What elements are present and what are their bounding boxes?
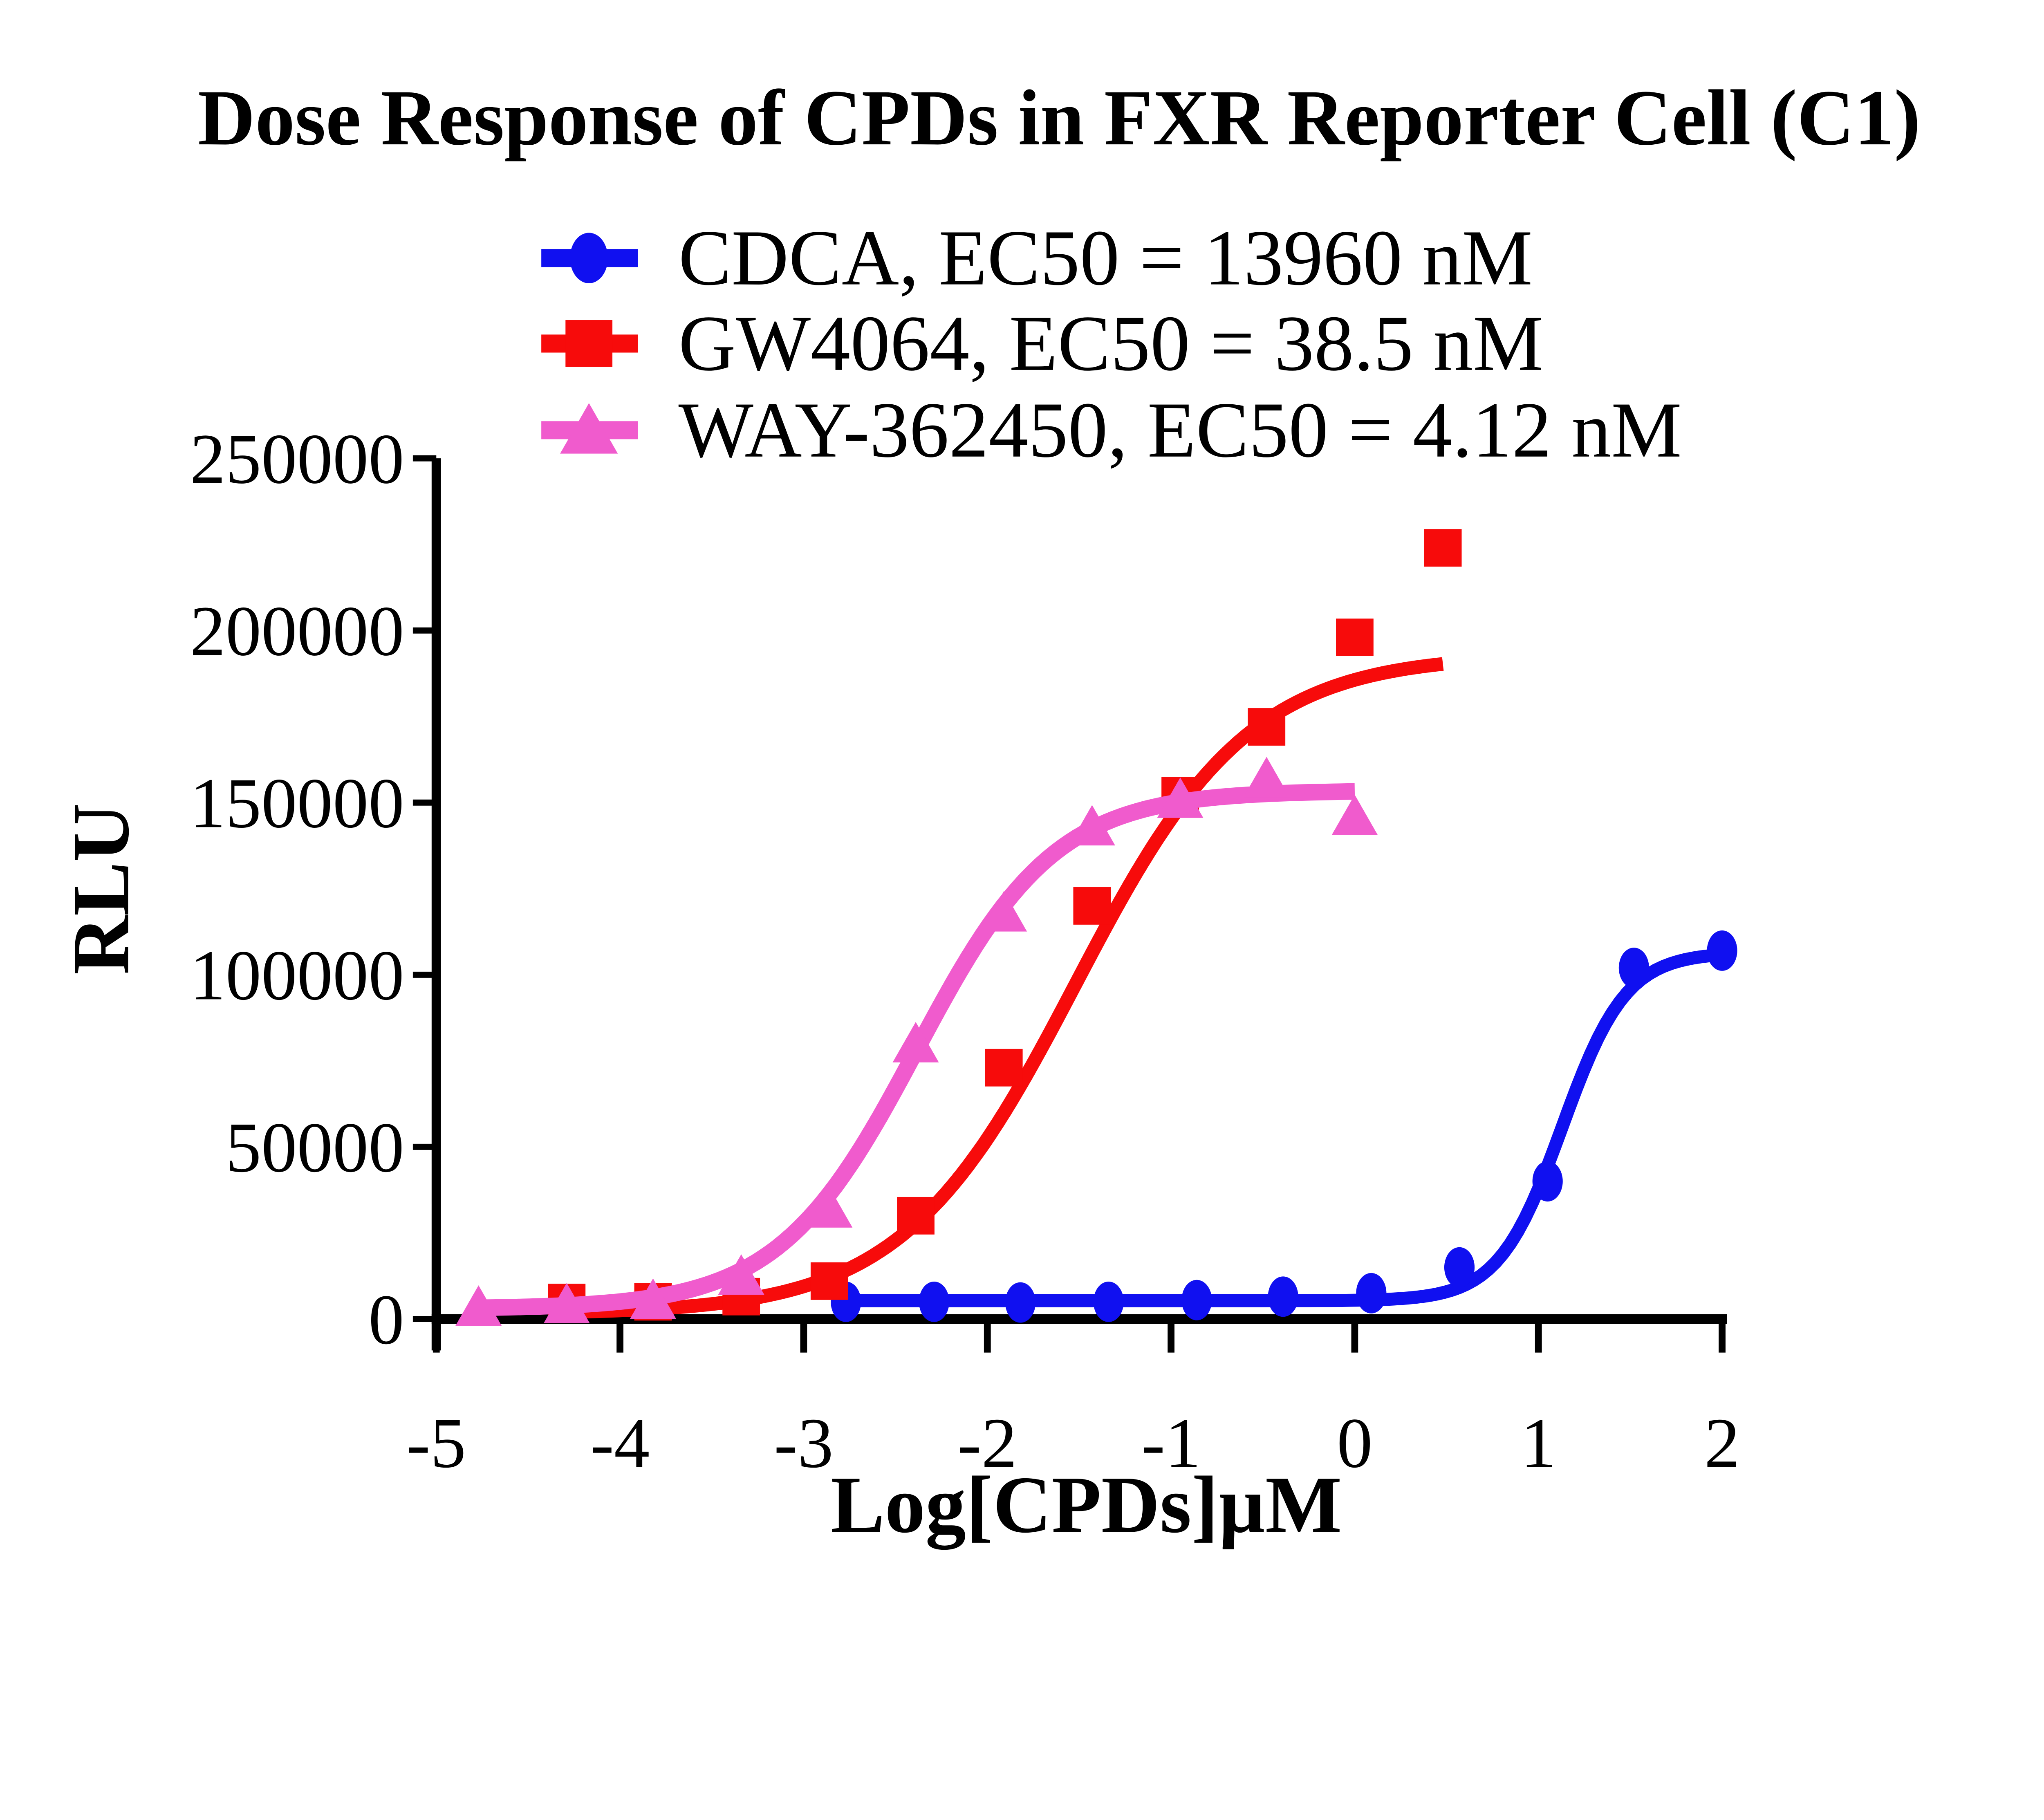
x-tick-label: -1 — [1141, 1403, 1201, 1482]
x-tick-label: 2 — [1704, 1403, 1740, 1482]
way-362450-data-point — [892, 1022, 939, 1062]
chart-canvas: Dose Response of CPDs in FXR Reporter Ce… — [56, 74, 1921, 1550]
legend-label-gw4064: GW4064, EC50 = 38.5 nM — [679, 300, 1544, 388]
gw4064-data-point — [897, 1197, 935, 1235]
chart-title: Dose Response of CPDs in FXR Reporter Ce… — [198, 74, 1921, 162]
legend-label-cdca: CDCA, EC50 = 13960 nM — [679, 214, 1533, 302]
y-axis-label: RLU — [56, 803, 146, 975]
gw4064-data-point — [1336, 619, 1374, 656]
gw4064-data-point — [1248, 708, 1286, 746]
legend-label-way362450: WAY-362450, EC50 = 4.12 nM — [679, 386, 1682, 474]
way-362450-data-point — [455, 1285, 502, 1326]
gw4064-data-point — [1424, 529, 1462, 567]
way-362450-data-point — [1331, 794, 1378, 835]
cdca-data-point — [1356, 1273, 1387, 1313]
gw4064-legend-marker-icon — [541, 320, 638, 367]
cdca-data-point — [1005, 1282, 1036, 1323]
cdca-data-point — [1268, 1276, 1298, 1317]
x-axis-label: Log[CPDs]µM — [831, 1459, 1342, 1550]
cdca-data-point — [1444, 1247, 1475, 1288]
gw4064-data-point — [810, 1262, 848, 1300]
cdca-data-point — [1093, 1281, 1124, 1322]
legend-item-way362450: WAY-362450, EC50 = 4.12 nM — [541, 386, 1682, 474]
y-tick-label: 150000 — [190, 763, 404, 843]
cdca-legend-marker — [570, 233, 608, 283]
y-tick-label: 50000 — [226, 1107, 404, 1187]
x-tick-label: -4 — [590, 1403, 650, 1482]
way-362450-data-point — [1157, 777, 1204, 818]
cdca-data-point — [1618, 948, 1649, 988]
x-tick-label: -5 — [406, 1403, 466, 1482]
y-tick-label: 0 — [368, 1280, 404, 1359]
cdca-fit-curve — [846, 948, 1723, 1307]
x-tick-label: -2 — [957, 1403, 1017, 1482]
y-tick-label: 100000 — [190, 935, 404, 1015]
legend-item-cdca: CDCA, EC50 = 13960 nM — [541, 214, 1533, 302]
cdca-legend-marker-icon — [541, 233, 638, 283]
legend: CDCA, EC50 = 13960 nM GW4064, EC50 = 38.… — [541, 214, 1682, 474]
way-362450-data-point — [718, 1254, 764, 1295]
y-tick-label: 200000 — [190, 591, 404, 670]
x-tick-label: -3 — [774, 1403, 834, 1482]
gw4064-data-point — [1073, 887, 1111, 925]
cdca-data-point — [1532, 1161, 1563, 1202]
legend-item-gw4064: GW4064, EC50 = 38.5 nM — [541, 300, 1544, 388]
way-362450-legend-marker — [560, 403, 618, 454]
way362450-legend-marker-icon — [541, 403, 638, 454]
x-tick-label: 0 — [1337, 1403, 1372, 1482]
gw4064-data-point — [985, 1049, 1023, 1087]
way-362450-data-point — [981, 891, 1027, 932]
way-362450-data-point — [806, 1187, 853, 1228]
cdca-data-point — [1707, 930, 1737, 971]
way-362450-data-point — [630, 1278, 676, 1319]
y-tick-label: 250000 — [190, 419, 404, 498]
way-362450-data-point — [543, 1283, 590, 1324]
x-tick-label: 1 — [1521, 1403, 1556, 1482]
way-362450-data-point — [1243, 757, 1290, 798]
gw4064-legend-marker — [565, 320, 613, 367]
cdca-data-point — [919, 1281, 950, 1322]
way-362450-data-point — [1069, 805, 1115, 846]
plot-area — [455, 529, 1737, 1326]
cdca-data-point — [1181, 1280, 1212, 1320]
gw4064-fit-curve — [566, 657, 1444, 1319]
